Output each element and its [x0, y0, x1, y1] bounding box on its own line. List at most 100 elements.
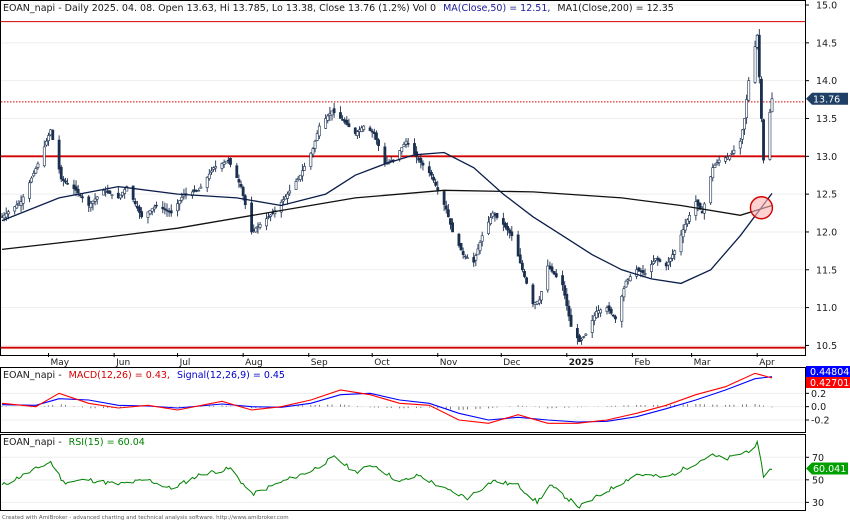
candle-body [383, 146, 387, 165]
candle-body [178, 200, 182, 205]
candle-body [303, 166, 306, 171]
signal-label: Signal(12,26,9) = 0.45 [177, 370, 285, 381]
candle-body [51, 129, 55, 140]
candle-body [434, 181, 438, 186]
macd-tag: 0.448046 [806, 366, 850, 378]
candle-body [465, 257, 469, 259]
candle-body [552, 271, 556, 275]
candle-body [760, 78, 763, 119]
candle-body [95, 196, 99, 200]
candle-body [451, 222, 454, 233]
candle-body [635, 269, 639, 277]
candle-body [64, 180, 67, 183]
candle-body [269, 214, 273, 217]
candle-body [36, 163, 40, 168]
candle-body [565, 293, 569, 307]
candle-body [224, 160, 228, 164]
candle-body [713, 164, 717, 169]
candle-body [757, 34, 761, 78]
candle-body [169, 210, 173, 214]
candle-body [406, 143, 410, 145]
candle-body [575, 328, 579, 339]
candles [0, 29, 774, 345]
macd-y-tick-label: 0.0 [811, 402, 826, 413]
horizontal-levels [1, 21, 805, 349]
candle-body [281, 199, 285, 202]
candle-body [165, 209, 169, 212]
candle-body [311, 148, 315, 155]
candle-body [516, 234, 520, 257]
candle-body [267, 216, 270, 218]
candle-body [643, 273, 647, 275]
candle-body [607, 305, 611, 311]
candle-body [180, 196, 184, 201]
candle-body [402, 144, 406, 147]
price-y-tick-label: 10.5 [816, 341, 837, 352]
candle-body [243, 195, 247, 206]
candle-body [317, 125, 321, 137]
candle-body [400, 147, 404, 152]
candle-body [554, 273, 558, 278]
candle-body [738, 140, 742, 149]
ma200-line [1, 189, 773, 251]
month-label: Dec [503, 358, 520, 368]
candle-body [212, 167, 215, 170]
candle-body [463, 255, 467, 258]
candle-body [762, 119, 765, 161]
candle-body [724, 157, 727, 162]
candle-body [476, 248, 480, 256]
macd-histogram [1, 404, 773, 410]
candle-body [241, 186, 245, 196]
candle-body [546, 265, 550, 291]
candle-body [57, 139, 61, 170]
candle-body [717, 159, 721, 163]
candle-body [430, 171, 433, 176]
candle-body [550, 266, 554, 272]
candle-body [681, 229, 685, 238]
month-label: Oct [374, 358, 390, 368]
candle-body [770, 98, 774, 113]
candle-body [326, 115, 330, 121]
candle-body [161, 206, 165, 210]
candle-body [254, 227, 258, 233]
candle-body [730, 152, 734, 155]
last-close-tag: 13.76 [806, 92, 848, 105]
rsi-y-tick-label: 70 [812, 453, 824, 464]
candle-body [683, 224, 687, 231]
candle-body [152, 206, 156, 210]
rsi-line [1, 439, 773, 509]
candle-body [740, 129, 744, 140]
candle-body [685, 219, 689, 225]
candle-body [108, 190, 112, 194]
ma50-line [1, 151, 773, 285]
candle-body [582, 336, 586, 338]
price-y-tick-label: 12.0 [816, 227, 837, 238]
candle-body [478, 242, 482, 251]
candle-body [561, 275, 564, 286]
candle-body [197, 190, 201, 192]
candle-body [140, 211, 144, 218]
ma50-label: MA(Close,50) = 12.51, [443, 3, 550, 14]
candle-body [74, 186, 78, 191]
candle-body [432, 176, 435, 181]
candle-body [78, 194, 82, 197]
candle-body [523, 271, 526, 277]
candle-body [66, 183, 69, 185]
rsi-title: EOAN_napi - RSI(15) = 60.04 [3, 437, 145, 448]
macd-tag-text: 0.448046 [810, 367, 850, 378]
candle-body [480, 235, 484, 242]
candle-body [30, 177, 34, 183]
last-close-tag-text: 13.76 [813, 94, 840, 105]
candle-body [578, 335, 581, 342]
candle-body [286, 193, 289, 199]
candle-body [315, 133, 319, 141]
month-label: 2025 [569, 358, 594, 368]
candle-body [176, 203, 179, 212]
candle-body [599, 309, 603, 314]
month-label: Feb [634, 358, 650, 368]
price-y-tick-label: 14.5 [816, 38, 837, 49]
candle-body [28, 182, 31, 199]
candle-body [569, 314, 573, 327]
rsi-tag: 60.041 [806, 462, 848, 475]
candle-body [110, 194, 114, 196]
